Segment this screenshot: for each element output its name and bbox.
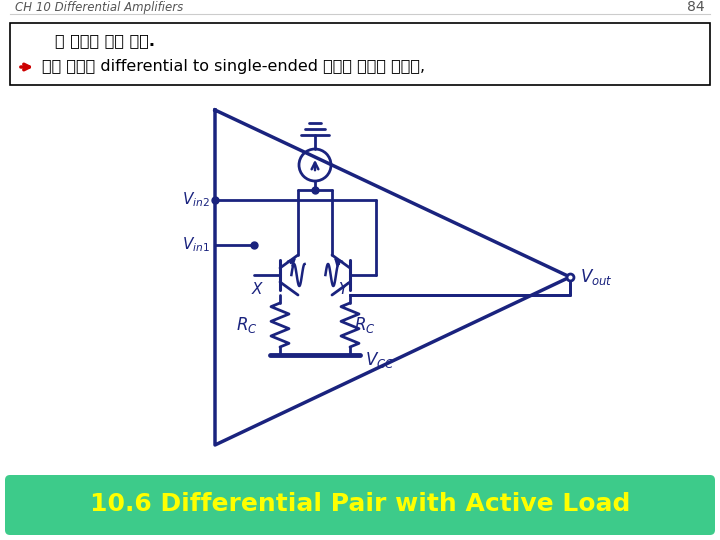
Text: Y: Y xyxy=(338,282,347,298)
Text: $V_{in1}$: $V_{in1}$ xyxy=(182,235,210,254)
Text: $V_{out}$: $V_{out}$ xyxy=(580,267,613,287)
Text: X: X xyxy=(251,282,262,298)
Text: $R_C$: $R_C$ xyxy=(354,315,376,335)
Text: 10.6 Differential Pair with Active Load: 10.6 Differential Pair with Active Load xyxy=(90,492,630,516)
Text: 위 구조는 좋지 않음.: 위 구조는 좋지 않음. xyxy=(55,33,155,49)
Text: CH 10 Differential Amplifiers: CH 10 Differential Amplifiers xyxy=(15,1,184,14)
Text: $R_C$: $R_C$ xyxy=(236,315,258,335)
Text: $V_{CC}$: $V_{CC}$ xyxy=(365,350,395,370)
Text: 84: 84 xyxy=(688,0,705,14)
Bar xyxy=(10,23,710,85)
FancyBboxPatch shape xyxy=(5,475,715,535)
Text: 많은 회로가 differential to single-ended 변환을 필요로 하지만,: 많은 회로가 differential to single-ended 변환을 … xyxy=(42,59,425,75)
Text: $V_{in2}$: $V_{in2}$ xyxy=(182,191,210,210)
